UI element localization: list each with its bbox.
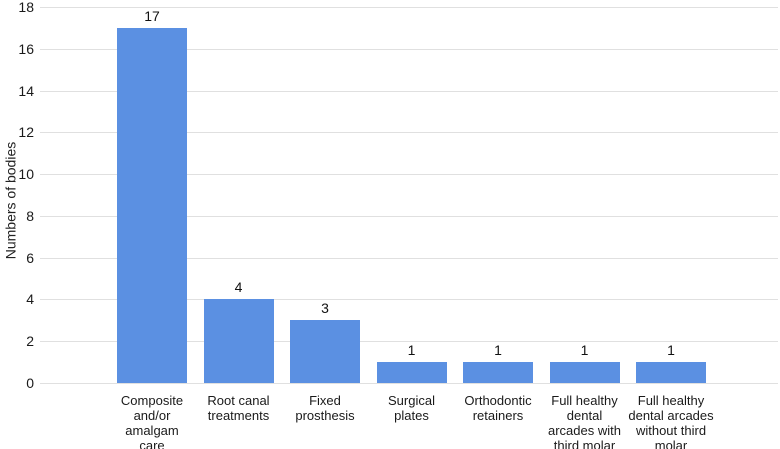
y-tick-label: 18 [18,0,34,15]
gridline [40,91,778,92]
y-tick-label: 8 [26,208,34,224]
x-category-label: Surgical plates [353,393,471,423]
y-tick-label: 12 [18,124,34,140]
x-category-label: Fixed prosthesis [266,393,384,423]
x-category-label-line: Full healthy [551,393,618,408]
x-category-label-line: plates [394,408,429,423]
x-category-label-line: and/or [133,408,171,423]
x-category-label-line: Orthodontic [464,393,532,408]
gridline [40,383,778,384]
gridline [40,258,778,259]
x-category-label: Full healthy dental arcades without third m… [612,393,730,449]
bar [203,299,274,383]
x-category-label: Composite and/or amalgam care [93,393,211,449]
bar [117,28,187,383]
y-tick-label: 6 [26,250,34,266]
x-category-label-line: care [139,438,165,449]
gridline [40,49,778,50]
y-tick-label: 10 [18,166,34,182]
bar-value-label: 4 [234,279,243,295]
x-category-label: Orthodontic retainers [439,393,557,423]
bar [290,320,360,383]
x-category-label: Root canal treatments [180,393,298,423]
x-category-label-line: dental [566,408,603,423]
x-category-label-line: Full healthy [637,393,705,408]
bar [376,362,447,383]
x-category-label-line: third molar [553,438,616,449]
gridline [40,341,778,342]
x-category-label-line: arcades with [548,423,621,438]
x-category-label-line: retainers [472,408,524,423]
gridline [40,7,778,8]
bar [636,362,706,383]
bar-value-label: 1 [494,342,502,358]
bar-value-label: 17 [144,8,160,24]
gridline [40,174,778,175]
x-category-label-line: Root canal [207,393,270,408]
bar [549,362,620,383]
y-tick-label: 2 [26,333,34,349]
x-category-label-line: molar [654,438,688,449]
x-category-label: Full healthy dental arcades with third mola… [526,393,644,449]
gridline [40,216,778,217]
bar-value-label: 3 [321,300,329,316]
x-category-label-line: without third [635,423,707,438]
y-tick-label: 4 [26,291,34,307]
x-category-label-line: Surgical [388,393,435,408]
y-axis-title: Numbers of bodies [2,141,19,260]
x-category-label-line: dental arcades [628,408,714,423]
x-category-label-line: prosthesis [295,408,355,423]
bar [463,362,533,383]
gridline [40,299,778,300]
x-category-label-line: amalgam [125,423,179,438]
bar-value-label: 1 [407,342,416,358]
x-category-label-line: Fixed [309,393,341,408]
y-tick-label: 0 [26,375,34,391]
bar-value-label: 1 [667,342,675,358]
y-tick-label: 16 [18,41,34,57]
x-category-label-line: treatments [207,408,270,423]
bar-value-label: 1 [580,342,589,358]
gridline [40,132,778,133]
x-category-label-line: Composite [120,393,184,408]
y-tick-label: 14 [18,83,34,99]
